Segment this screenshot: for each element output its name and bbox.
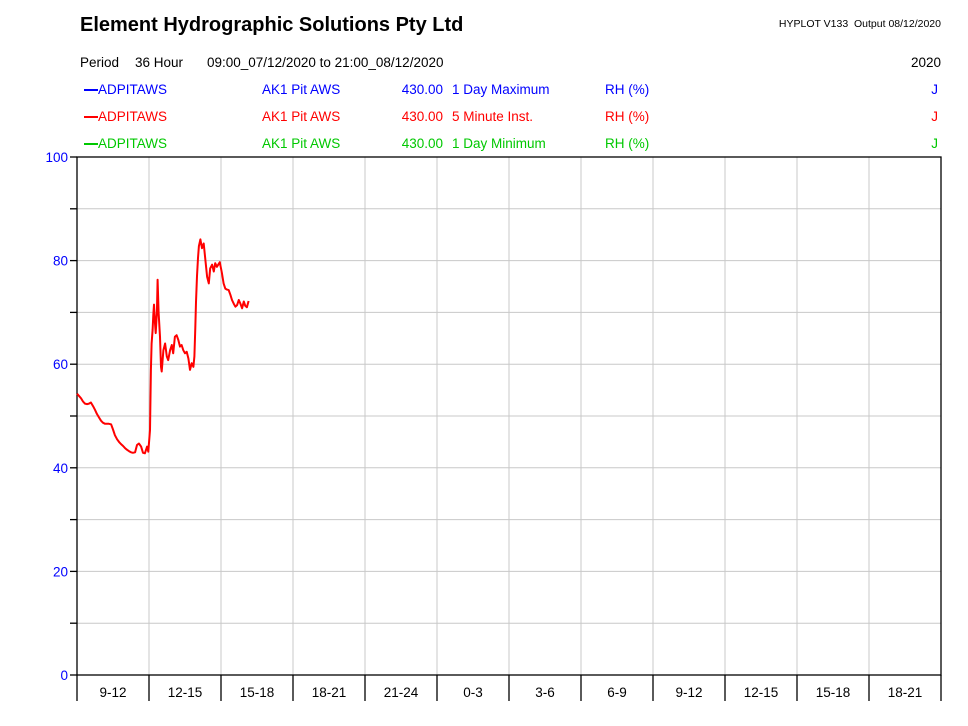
y-axis-label: 100 xyxy=(45,150,68,165)
y-axis-label: 80 xyxy=(53,254,68,269)
legend-site-name: AK1 Pit AWS xyxy=(262,136,341,151)
x-axis-label: 6-9 xyxy=(607,685,627,700)
period-date-range: 09:00_07/12/2020 to 21:00_08/12/2020 xyxy=(207,55,444,70)
data-trace-5-minute-inst- xyxy=(76,238,250,455)
x-axis-label: 15-18 xyxy=(240,685,275,700)
legend-variable: RH (%) xyxy=(605,109,650,124)
legend-station-id: ADPITAWS xyxy=(98,109,168,124)
y-axis-label: 40 xyxy=(53,461,68,476)
legend-row-day-minimum: ADPITAWS AK1 Pit AWS 430.00 1 Day Minimu… xyxy=(0,136,968,154)
legend-elevation: 430.00 xyxy=(401,136,443,151)
legend-quality-code: J xyxy=(931,109,938,124)
x-axis-label: 3-6 xyxy=(535,685,555,700)
legend-elevation: 430.00 xyxy=(401,82,443,97)
y-axis-label: 0 xyxy=(60,668,68,683)
period-duration: 36 Hour xyxy=(135,55,184,70)
x-axis-label: 18-21 xyxy=(888,685,923,700)
legend-line-swatch-icon xyxy=(84,116,98,118)
legend-trace-type: 5 Minute Inst. xyxy=(452,109,534,124)
legend-quality-code: J xyxy=(931,136,938,151)
legend-row-5-minute-inst: ADPITAWS AK1 Pit AWS 430.00 5 Minute Ins… xyxy=(0,109,968,127)
legend-elevation: 430.00 xyxy=(401,109,443,124)
page-title: Element Hydrographic Solutions Pty Ltd xyxy=(80,14,464,36)
x-axis-label: 18-21 xyxy=(312,685,347,700)
x-axis-label: 12-15 xyxy=(744,685,779,700)
period-year: 2020 xyxy=(910,55,941,70)
legend-quality-code: J xyxy=(931,82,938,97)
legend-site-name: AK1 Pit AWS xyxy=(262,109,341,124)
legend-station-id: ADPITAWS xyxy=(98,136,168,151)
legend-variable: RH (%) xyxy=(605,136,650,151)
x-axis-label: 0-3 xyxy=(463,685,483,700)
x-axis-label: 15-18 xyxy=(816,685,851,700)
x-axis-label: 9-12 xyxy=(99,685,126,700)
period-label: Period xyxy=(80,55,120,70)
legend-line-swatch-icon xyxy=(84,89,98,91)
y-axis-label: 20 xyxy=(53,564,68,579)
x-axis-label: 9-12 xyxy=(675,685,702,700)
legend-trace-type: 1 Day Maximum xyxy=(452,82,550,97)
legend-variable: RH (%) xyxy=(605,82,650,97)
x-axis-label: 12-15 xyxy=(168,685,203,700)
legend-trace-type: 1 Day Minimum xyxy=(452,136,546,151)
hyplot-version-stamp: HYPLOT V133 Output 08/12/2020 xyxy=(778,18,941,30)
legend-site-name: AK1 Pit AWS xyxy=(262,82,341,97)
legend-station-id: ADPITAWS xyxy=(98,82,168,97)
x-axis-label: 21-24 xyxy=(384,685,419,700)
legend-line-swatch-icon xyxy=(84,143,98,145)
y-axis-label: 60 xyxy=(53,357,68,372)
legend-row-day-maximum: ADPITAWS AK1 Pit AWS 430.00 1 Day Maximu… xyxy=(0,82,968,100)
